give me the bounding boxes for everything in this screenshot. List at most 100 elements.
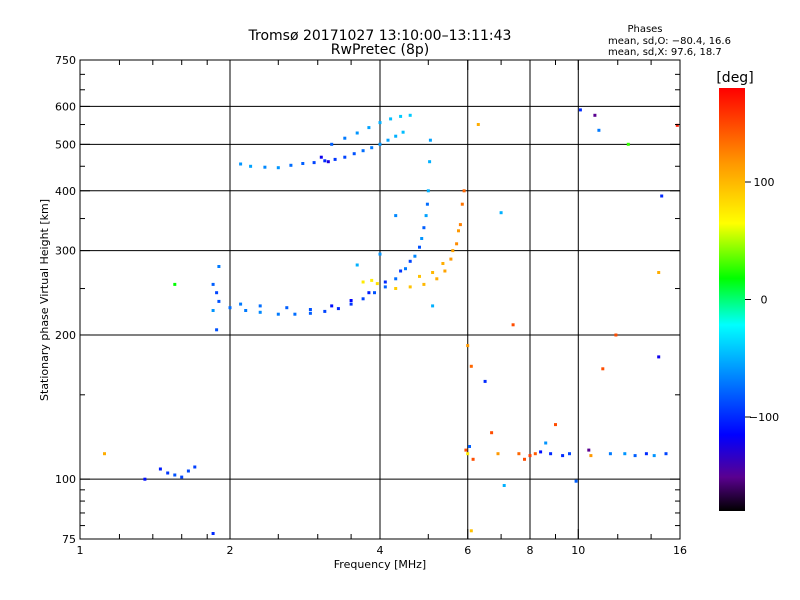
y-tick-label: 200 (55, 329, 76, 342)
data-point (544, 441, 548, 445)
data-point (394, 277, 398, 281)
data-point (285, 306, 289, 310)
data-point (431, 271, 435, 274)
y-tick-label: 300 (55, 245, 76, 258)
data-point (378, 252, 382, 256)
data-point (476, 123, 480, 126)
data-point (373, 291, 376, 295)
data-point (644, 452, 648, 456)
data-point (660, 194, 664, 198)
data-point (312, 161, 316, 165)
data-point (614, 333, 618, 337)
data-point (361, 280, 365, 284)
data-point (511, 323, 515, 327)
data-point (549, 452, 553, 456)
data-point (517, 452, 521, 456)
data-point (193, 465, 197, 469)
data-point (597, 128, 601, 132)
data-point (399, 114, 403, 118)
stats-heading: Phases (627, 24, 662, 35)
data-point (418, 245, 421, 249)
data-point (367, 126, 371, 130)
data-point (466, 452, 470, 456)
data-point (408, 259, 412, 263)
colorbar-tick-label: 100 (754, 176, 775, 189)
data-point (293, 312, 297, 316)
data-point (426, 189, 430, 193)
data-point (561, 454, 565, 458)
data-point (375, 282, 379, 286)
data-point (568, 452, 571, 456)
x-axis-label: Frequency [MHz] (334, 558, 426, 571)
data-point (460, 202, 464, 206)
data-point (180, 475, 184, 479)
data-point (330, 142, 334, 146)
data-point (533, 452, 537, 456)
data-point (466, 344, 470, 348)
data-point (383, 285, 387, 289)
data-point (578, 108, 582, 112)
data-point (404, 267, 407, 271)
y-tick-label: 500 (55, 138, 76, 151)
data-point (326, 160, 330, 164)
colorbar-label: [deg] (716, 70, 753, 86)
data-point (394, 214, 398, 218)
data-point (601, 367, 605, 371)
data-point (308, 308, 312, 311)
data-point (399, 269, 403, 273)
colorbar-ticks: 100 0 −100 (745, 176, 779, 424)
data-point (418, 274, 421, 278)
data-point (401, 130, 405, 134)
stats-o-line: mean, sd,O: −80.4, 16.6 (608, 36, 731, 47)
data-point (211, 282, 215, 286)
data-point (343, 136, 347, 140)
data-point (211, 532, 215, 535)
data-point (361, 149, 365, 153)
data-point (186, 469, 190, 473)
data-point (413, 254, 417, 258)
y-tick-label: 100 (55, 473, 76, 486)
data-point (657, 355, 661, 359)
data-point (469, 529, 473, 533)
data-point (394, 287, 398, 290)
data-point (664, 452, 668, 456)
data-point (211, 309, 215, 312)
data-point (623, 452, 627, 456)
axis-ticks: 1 2 4 6 8 10 16 75 100 200 300 400 500 600 750 (55, 54, 687, 557)
x-tick-label: 10 (571, 544, 585, 557)
x-tick-label: 16 (673, 544, 687, 557)
data-point (244, 309, 248, 312)
data-point (458, 223, 462, 227)
colorbar-tick-label: −100 (749, 411, 779, 424)
y-tick-label: 400 (55, 185, 76, 198)
data-point (166, 471, 170, 475)
data-point (352, 152, 356, 156)
data-point (158, 467, 162, 471)
data-point (468, 445, 471, 448)
grid (80, 60, 680, 539)
data-point (378, 121, 382, 125)
data-point (349, 302, 353, 306)
data-point (457, 229, 460, 233)
x-tick-label: 1 (77, 544, 84, 557)
data-point (343, 155, 347, 159)
y-tick-label: 750 (55, 54, 76, 67)
data-point (383, 280, 387, 284)
data-point (422, 226, 426, 230)
data-point (464, 448, 468, 452)
data-point (528, 454, 532, 458)
data-point (239, 162, 243, 166)
x-tick-label: 2 (227, 544, 234, 557)
data-point (408, 113, 412, 117)
data-point (652, 454, 656, 458)
data-point (455, 242, 459, 246)
data-point (319, 155, 323, 159)
x-tick-label: 8 (527, 544, 534, 557)
data-point (428, 138, 432, 142)
data-point (361, 297, 365, 301)
data-point (355, 263, 359, 267)
data-point (425, 202, 429, 206)
data-point (258, 304, 262, 308)
chart-title: Tromsø 20171027 13:10:00–13:11:43 (248, 28, 512, 44)
data-point (173, 473, 177, 477)
